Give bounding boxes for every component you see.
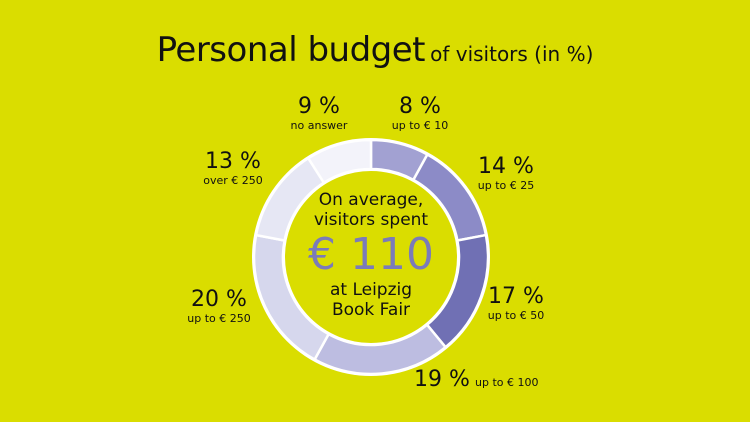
- center-line4: Book Fair: [331, 300, 411, 320]
- slice-label-4: 20 % up to € 250: [187, 287, 251, 326]
- center-line1: On average,: [318, 190, 424, 210]
- slice-label-6: 9 % no answer: [290, 94, 348, 133]
- title-sub: of visitors (in %): [430, 42, 594, 66]
- slice-label-0: 8 % up to € 10: [391, 94, 449, 133]
- slice-label-2: 17 % up to € 50: [487, 284, 545, 323]
- center-text: On average, visitors spent € 110 at Leip…: [271, 190, 471, 320]
- center-line3: at Leipzig: [329, 280, 413, 300]
- slice-label-3: 19 % up to € 100: [414, 367, 539, 392]
- title-main: Personal budget: [156, 30, 426, 70]
- donut-hole: [283, 169, 459, 345]
- chart-title: Personal budget of visitors (in %): [0, 30, 750, 70]
- average-amount: € 110: [308, 229, 434, 280]
- center-line2: visitors spent: [313, 210, 429, 230]
- slice-label-5: 13 % over € 250: [203, 149, 263, 188]
- slice-label-1: 14 % up to € 25: [477, 154, 535, 193]
